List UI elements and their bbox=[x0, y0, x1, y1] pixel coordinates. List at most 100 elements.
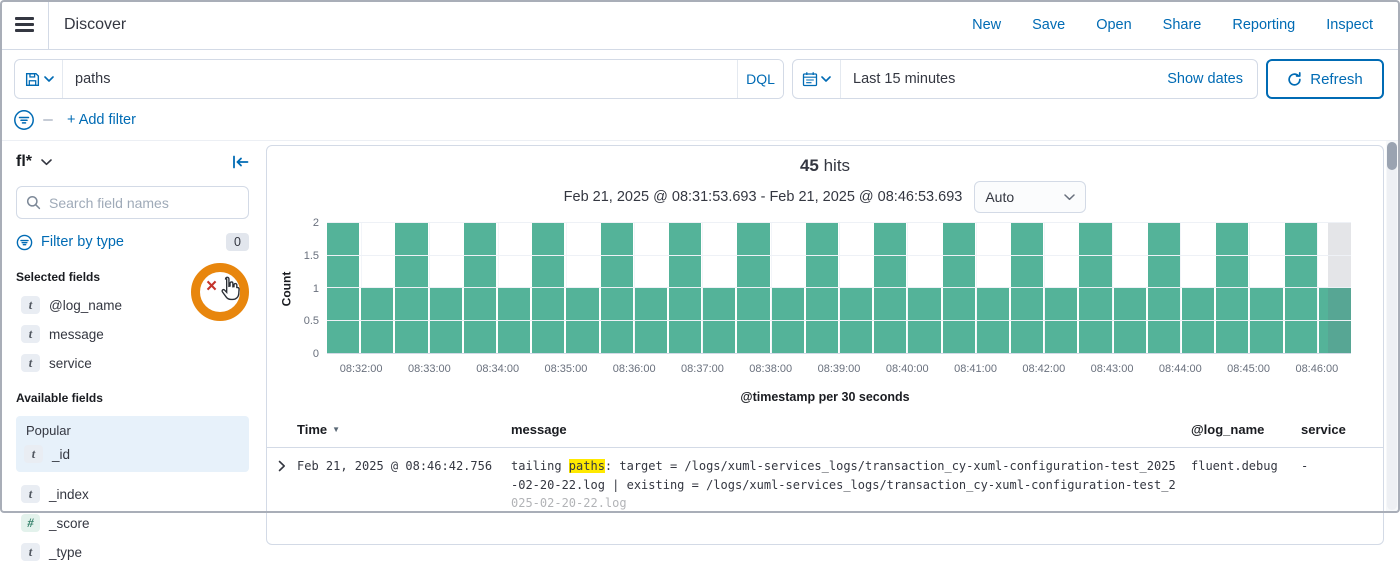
nav-link-save[interactable]: Save bbox=[1032, 16, 1066, 33]
histogram-bar[interactable] bbox=[1045, 288, 1078, 353]
string-field-icon: t bbox=[21, 325, 40, 343]
index-pattern-selector[interactable]: fl* bbox=[16, 153, 52, 171]
available-fields-title: Available fields bbox=[16, 391, 103, 405]
column-header-service: service bbox=[1301, 422, 1346, 437]
column-header-time[interactable]: Time ▼ bbox=[297, 422, 341, 437]
field-item-service[interactable]: t service bbox=[16, 349, 249, 377]
filter-by-type-icon bbox=[16, 234, 33, 251]
nav-link-share[interactable]: Share bbox=[1162, 16, 1202, 33]
x-axis-labels: 08:32:00 08:33:00 08:34:00 08:35:00 08:36:00… bbox=[327, 363, 1351, 377]
histogram-bar[interactable] bbox=[874, 223, 907, 353]
chevron-down-icon bbox=[43, 75, 54, 83]
histogram-bar[interactable] bbox=[805, 223, 839, 353]
nav-link-reporting[interactable]: Reporting bbox=[1232, 16, 1296, 33]
string-field-icon: t bbox=[24, 445, 43, 463]
histogram-bar[interactable] bbox=[1216, 223, 1249, 353]
histogram-bar[interactable] bbox=[737, 223, 770, 353]
histogram-bar[interactable] bbox=[395, 223, 428, 353]
x-tick-label: 08:40:00 bbox=[885, 363, 929, 375]
histogram-bar[interactable] bbox=[840, 288, 873, 353]
string-field-icon: t bbox=[21, 485, 40, 503]
x-tick-label: 08:44:00 bbox=[1158, 363, 1202, 375]
histogram-bar[interactable] bbox=[1079, 223, 1112, 353]
time-range-value[interactable]: Last 15 minutes bbox=[853, 71, 956, 87]
query-language-button[interactable]: DQL bbox=[737, 60, 783, 98]
string-field-icon: t bbox=[21, 296, 40, 314]
histogram-bar[interactable] bbox=[1318, 288, 1352, 353]
histogram-bar[interactable] bbox=[1011, 223, 1044, 353]
histogram-bar[interactable] bbox=[429, 288, 462, 353]
histogram-bar[interactable] bbox=[361, 288, 394, 353]
field-search-box bbox=[16, 186, 249, 219]
histogram-bar[interactable] bbox=[1284, 223, 1317, 353]
nav-link-inspect[interactable]: Inspect bbox=[1326, 16, 1373, 33]
histogram-bar[interactable] bbox=[327, 223, 360, 353]
cell-log-name: fluent.debug bbox=[1191, 459, 1278, 473]
histogram-bar[interactable] bbox=[976, 288, 1010, 353]
scrollbar-thumb[interactable] bbox=[1387, 142, 1397, 170]
quick-select-time-button[interactable] bbox=[793, 60, 841, 98]
field-item-message[interactable]: t message bbox=[16, 320, 249, 348]
histogram-bar[interactable] bbox=[1250, 288, 1283, 353]
remove-field-icon[interactable]: × bbox=[206, 276, 218, 297]
histogram-bar[interactable] bbox=[703, 288, 736, 353]
histogram-bar[interactable] bbox=[669, 223, 702, 353]
y-tick-label: 1 bbox=[312, 282, 319, 295]
x-tick-label: 08:38:00 bbox=[749, 363, 793, 375]
field-item-index[interactable]: t _index bbox=[16, 480, 249, 508]
histogram-bar[interactable] bbox=[634, 288, 668, 353]
filter-menu-icon[interactable] bbox=[13, 109, 35, 131]
histogram-bar[interactable] bbox=[908, 288, 941, 353]
histogram-bar[interactable] bbox=[566, 288, 599, 353]
histogram-bar[interactable] bbox=[498, 288, 531, 353]
field-item-id[interactable]: t _id bbox=[24, 440, 241, 468]
expand-row-button[interactable] bbox=[267, 457, 297, 513]
menu-button[interactable] bbox=[0, 0, 49, 50]
x-tick-label: 08:43:00 bbox=[1090, 363, 1134, 375]
nav-link-new[interactable]: New bbox=[972, 16, 1002, 33]
field-search-input[interactable] bbox=[49, 194, 239, 211]
refresh-button[interactable]: Refresh bbox=[1266, 59, 1384, 99]
filter-by-type-button[interactable]: Filter by type bbox=[41, 234, 124, 250]
cell-service: - bbox=[1301, 459, 1309, 473]
histogram-bar[interactable] bbox=[600, 223, 633, 353]
histogram-bar[interactable] bbox=[1182, 288, 1215, 353]
query-input[interactable] bbox=[63, 71, 737, 87]
hits-value: 45 bbox=[799, 156, 819, 175]
number-field-icon: # bbox=[21, 514, 40, 532]
histogram-bar[interactable] bbox=[942, 223, 975, 353]
gridline bbox=[702, 223, 704, 353]
search-icon bbox=[26, 195, 41, 210]
string-field-icon: t bbox=[21, 543, 40, 561]
show-dates-button[interactable]: Show dates bbox=[1167, 71, 1243, 87]
field-item-log-name[interactable]: t @log_name bbox=[16, 291, 249, 319]
scrollbar-track[interactable] bbox=[1387, 142, 1397, 510]
highlighted-term: paths bbox=[568, 459, 605, 473]
histogram-bar[interactable] bbox=[1147, 223, 1181, 353]
field-item-score[interactable]: # _score bbox=[16, 509, 249, 537]
gridline bbox=[975, 223, 977, 353]
histogram-bar[interactable] bbox=[771, 288, 804, 353]
saved-query-menu-button[interactable] bbox=[15, 60, 63, 98]
add-filter-button[interactable]: + Add filter bbox=[67, 112, 136, 128]
refresh-icon bbox=[1287, 71, 1302, 87]
cell-time: Feb 21, 2025 @ 08:46:42.756 bbox=[297, 459, 493, 473]
partial-bucket-band bbox=[1328, 223, 1351, 353]
interval-select[interactable]: Auto bbox=[974, 181, 1087, 213]
x-axis-title: @timestamp per 30 seconds bbox=[740, 390, 910, 404]
hits-label: hits bbox=[823, 156, 851, 175]
collapse-sidebar-button[interactable] bbox=[232, 155, 249, 169]
x-tick-label: 08:32:00 bbox=[339, 363, 383, 375]
gridline bbox=[839, 223, 840, 353]
date-picker: Last 15 minutes Show dates bbox=[792, 59, 1258, 99]
fields-sidebar: fl* Filter by type 0 Selected fields t @… bbox=[0, 141, 265, 561]
nav-link-open[interactable]: Open bbox=[1096, 16, 1132, 33]
x-tick-label: 08:42:00 bbox=[1022, 363, 1066, 375]
results-panel: 45 hits Feb 21, 2025 @ 08:31:53.693 - Fe… bbox=[266, 145, 1384, 545]
histogram-bar[interactable] bbox=[532, 223, 565, 353]
chevron-down-icon bbox=[821, 75, 831, 83]
histogram-bar[interactable] bbox=[1113, 288, 1146, 353]
field-item-type[interactable]: t _type bbox=[16, 538, 249, 566]
histogram-bar[interactable] bbox=[463, 223, 497, 353]
query-input-group: DQL bbox=[14, 59, 784, 99]
